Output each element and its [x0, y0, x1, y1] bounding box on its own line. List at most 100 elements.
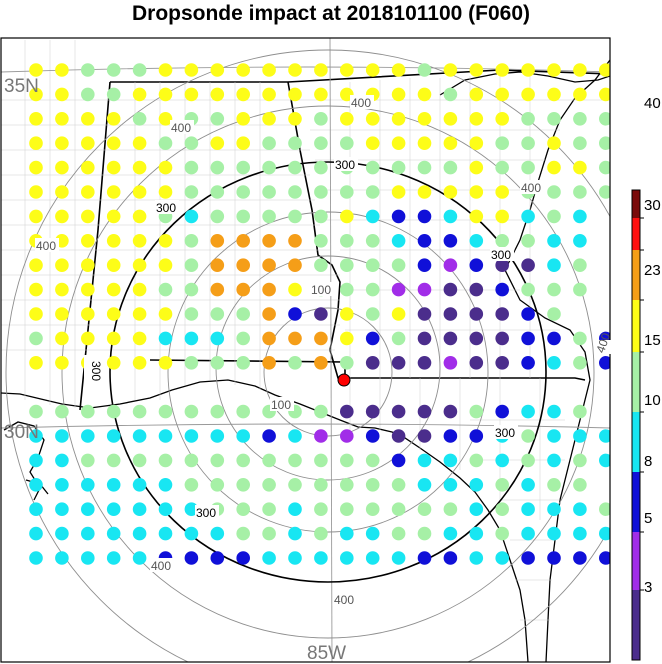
impact-dot	[365, 526, 380, 541]
ring-label-300-top: 300	[335, 158, 355, 172]
impact-dot	[340, 551, 354, 565]
impact-dot	[340, 404, 354, 419]
impact-dot	[55, 209, 69, 224]
colorbar-segment	[632, 532, 640, 590]
impact-dot	[573, 404, 587, 419]
impact-dot	[521, 136, 535, 150]
impact-dot	[262, 356, 276, 370]
impact-dot	[573, 502, 587, 516]
impact-dot	[469, 87, 484, 102]
impact-dot	[547, 331, 561, 346]
impact-dot	[29, 160, 43, 175]
impact-dot	[158, 258, 173, 273]
impact-dot	[132, 87, 147, 102]
impact-dot	[81, 234, 95, 248]
impact-dot	[521, 526, 535, 541]
impact-dot	[55, 502, 69, 516]
impact-dot	[547, 63, 561, 77]
impact-dot	[391, 63, 406, 77]
impact-dot	[106, 185, 121, 199]
impact-dot	[443, 185, 458, 199]
impact-dot	[340, 526, 354, 541]
impact-dot	[443, 307, 458, 321]
impact-dot	[158, 429, 173, 443]
impact-dot	[340, 258, 354, 273]
impact-dot	[132, 429, 147, 443]
impact-dot	[443, 136, 458, 150]
impact-dot	[443, 282, 458, 297]
impact-dot	[495, 453, 510, 468]
impact-dot	[495, 404, 510, 419]
impact-dot	[495, 356, 510, 370]
impact-dot	[443, 453, 458, 468]
impact-dot	[573, 429, 587, 443]
impact-dot	[184, 87, 199, 102]
impact-dot	[391, 551, 406, 565]
impact-dot	[132, 331, 147, 346]
impact-dot	[469, 526, 484, 541]
impact-dot	[417, 331, 432, 346]
impact-dot	[29, 87, 43, 102]
impact-dot	[236, 404, 250, 419]
impact-dot	[210, 282, 225, 297]
impact-dot	[573, 234, 587, 248]
impact-dot	[158, 234, 173, 248]
ring-label-400-topright: 400	[521, 181, 541, 195]
impact-dot	[210, 87, 225, 102]
impact-dot	[417, 234, 432, 248]
impact-dot	[547, 429, 561, 443]
impact-dot	[573, 282, 587, 297]
impact-dot	[314, 478, 328, 492]
impact-dot	[314, 356, 328, 370]
impact-dot	[443, 478, 458, 492]
impact-dot	[443, 551, 458, 565]
impact-dot	[236, 429, 250, 443]
impact-dot	[547, 209, 561, 224]
impact-dot	[106, 258, 121, 273]
impact-dot	[495, 63, 510, 77]
impact-dot	[81, 502, 95, 516]
impact-dot	[495, 136, 510, 150]
impact-dot	[29, 258, 43, 273]
impact-dot	[391, 429, 406, 443]
impact-dot	[55, 63, 69, 77]
impact-dot	[443, 112, 458, 126]
impact-dot	[365, 307, 380, 321]
impact-dot	[365, 258, 380, 273]
impact-dot	[443, 234, 458, 248]
impact-dot	[521, 356, 535, 370]
impact-dot	[132, 453, 147, 468]
impact-dot	[469, 160, 484, 175]
impact-dot	[340, 112, 354, 126]
impact-dot	[547, 87, 561, 102]
impact-dot	[521, 258, 535, 273]
impact-dot	[391, 307, 406, 321]
impact-dot	[599, 526, 610, 541]
impact-dot	[391, 160, 406, 175]
impact-dot	[469, 429, 484, 443]
impact-dot	[29, 112, 43, 126]
impact-dot	[132, 112, 147, 126]
impact-dot	[521, 234, 535, 248]
impact-dot	[469, 63, 484, 77]
impact-dot	[236, 112, 250, 126]
colorbar-segment	[632, 352, 640, 412]
impact-dot	[132, 160, 147, 175]
impact-dot	[55, 429, 69, 443]
impact-dot	[158, 282, 173, 297]
impact-dot	[365, 112, 380, 126]
impact-dot	[210, 331, 225, 346]
impact-dot	[210, 258, 225, 273]
impact-dot	[521, 331, 535, 346]
impact-dot	[340, 331, 354, 346]
impact-dot	[236, 526, 250, 541]
impact-dot	[340, 307, 354, 321]
impact-dot	[417, 136, 432, 150]
impact-dot	[288, 526, 302, 541]
impact-dot	[132, 502, 147, 516]
impact-dot	[55, 356, 69, 370]
impact-dot	[599, 136, 610, 150]
impact-dot	[210, 526, 225, 541]
ring-label-100-bottom: 100	[271, 398, 291, 412]
colorbar: 3 5 8 10 15 23 30 40	[631, 95, 661, 661]
